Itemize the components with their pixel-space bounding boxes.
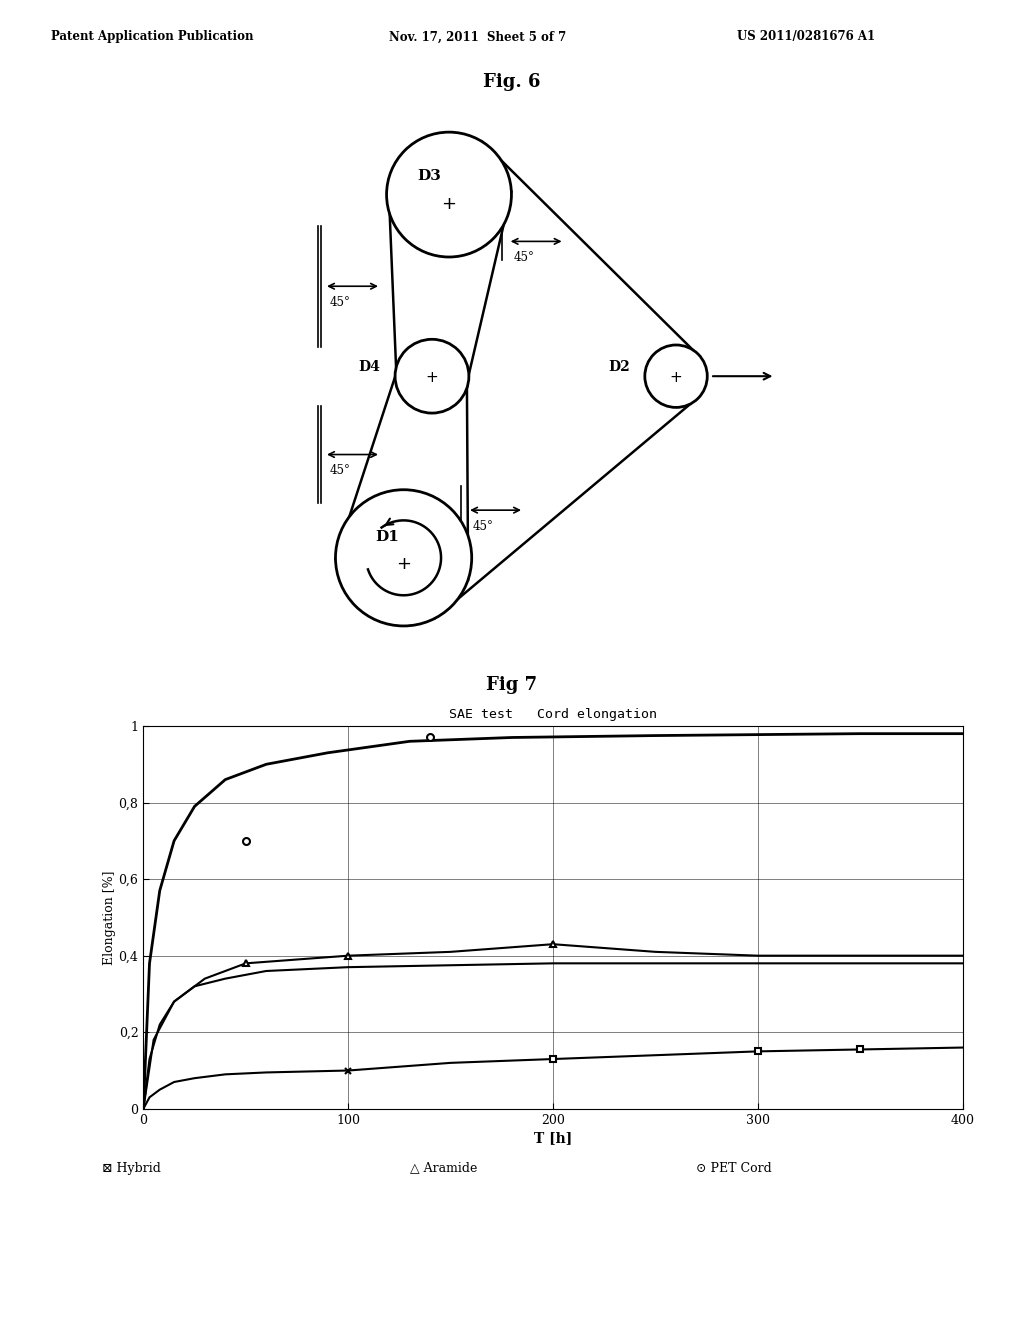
Text: 45°: 45°: [513, 251, 535, 264]
Text: D1: D1: [375, 529, 399, 544]
X-axis label: T [h]: T [h]: [534, 1131, 572, 1144]
Text: +: +: [396, 556, 411, 573]
Text: Patent Application Publication: Patent Application Publication: [51, 30, 254, 44]
Text: D4: D4: [358, 359, 380, 374]
Circle shape: [387, 132, 511, 257]
Text: D3: D3: [418, 169, 441, 183]
Text: △ Aramide: △ Aramide: [410, 1162, 477, 1175]
Text: 45°: 45°: [473, 520, 494, 533]
Text: 45°: 45°: [330, 296, 350, 309]
Text: Fig. 6: Fig. 6: [483, 73, 541, 91]
Text: ⊠ Hybrid: ⊠ Hybrid: [102, 1162, 161, 1175]
Circle shape: [645, 345, 708, 408]
Y-axis label: Elongation [%]: Elongation [%]: [102, 870, 116, 965]
Circle shape: [336, 490, 472, 626]
Text: +: +: [426, 370, 438, 385]
Text: +: +: [670, 370, 682, 385]
Text: Fig 7: Fig 7: [486, 676, 538, 694]
Text: US 2011/0281676 A1: US 2011/0281676 A1: [737, 30, 876, 44]
Title: SAE test   Cord elongation: SAE test Cord elongation: [449, 708, 657, 721]
Text: 45°: 45°: [330, 465, 350, 478]
Text: Nov. 17, 2011  Sheet 5 of 7: Nov. 17, 2011 Sheet 5 of 7: [389, 30, 566, 44]
Text: ⊙ PET Cord: ⊙ PET Cord: [696, 1162, 772, 1175]
Text: +: +: [441, 195, 457, 213]
Text: D2: D2: [608, 359, 630, 374]
Circle shape: [395, 339, 469, 413]
